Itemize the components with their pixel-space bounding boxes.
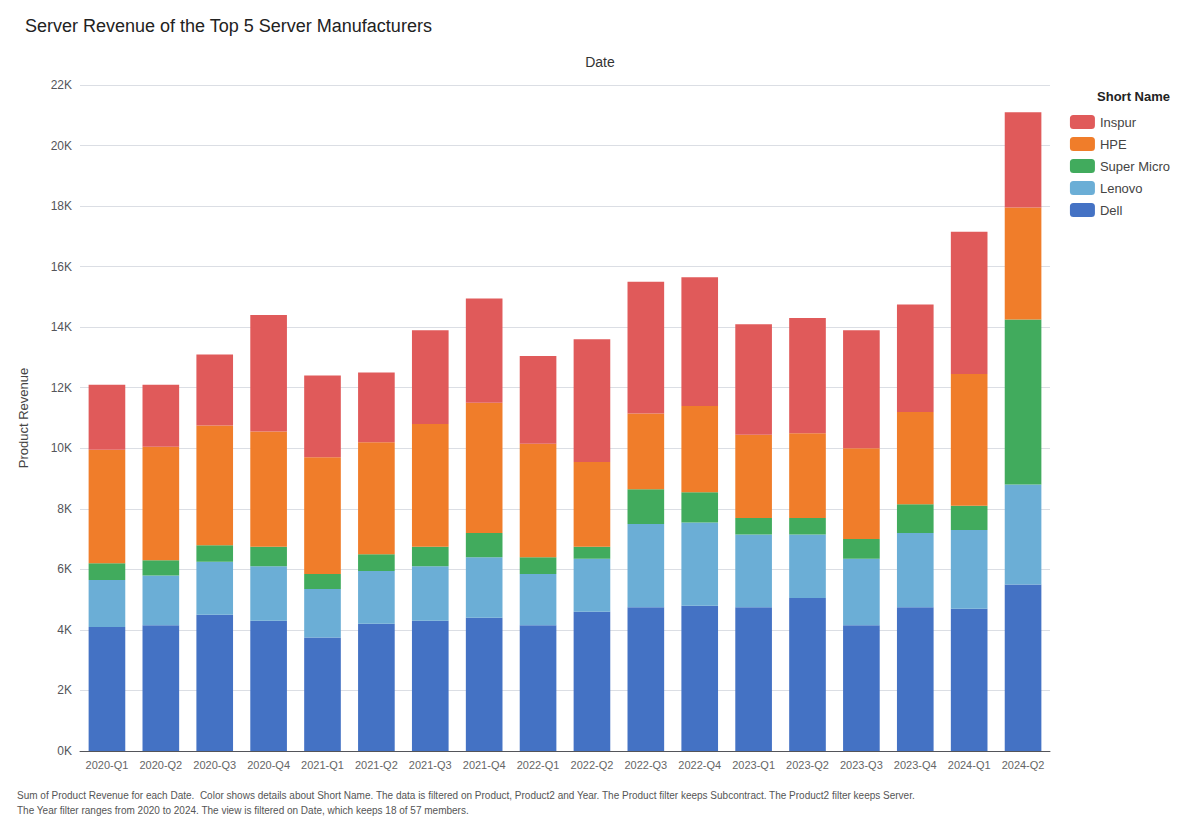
svg-text:2022-Q1: 2022-Q1 [517,759,560,771]
svg-text:2023-Q4: 2023-Q4 [894,759,937,771]
svg-text:2021-Q2: 2021-Q2 [355,759,398,771]
svg-text:4K: 4K [57,623,72,637]
svg-text:2023-Q1: 2023-Q1 [732,759,775,771]
svg-text:20K: 20K [51,139,72,153]
svg-text:Sum of Product Revenue for eac: Sum of Product Revenue for each Date. Co… [17,790,915,801]
svg-text:2022-Q2: 2022-Q2 [571,759,614,771]
svg-text:2022-Q4: 2022-Q4 [678,759,721,771]
svg-text:2020-Q4: 2020-Q4 [247,759,290,771]
svg-text:Super Micro: Super Micro [1100,159,1170,174]
svg-text:18K: 18K [51,199,72,213]
svg-text:Server Revenue of the Top 5 Se: Server Revenue of the Top 5 Server Manuf… [25,16,432,36]
svg-text:2024-Q2: 2024-Q2 [1002,759,1045,771]
svg-text:2022-Q3: 2022-Q3 [624,759,667,771]
svg-text:Date: Date [585,54,615,70]
svg-text:2K: 2K [57,683,72,697]
svg-text:14K: 14K [51,320,72,334]
svg-text:16K: 16K [51,260,72,274]
svg-text:Dell: Dell [1100,203,1123,218]
svg-text:Lenovo: Lenovo [1100,181,1143,196]
svg-text:Inspur: Inspur [1100,115,1137,130]
svg-text:2021-Q1: 2021-Q1 [301,759,344,771]
svg-text:8K: 8K [57,502,72,516]
svg-text:12K: 12K [51,381,72,395]
svg-text:0K: 0K [57,744,72,758]
svg-text:10K: 10K [51,441,72,455]
svg-text:2021-Q3: 2021-Q3 [409,759,452,771]
svg-text:2020-Q1: 2020-Q1 [86,759,129,771]
svg-text:2024-Q1: 2024-Q1 [948,759,991,771]
svg-text:22K: 22K [51,78,72,92]
svg-text:Product Revenue: Product Revenue [16,368,31,468]
svg-text:2023-Q2: 2023-Q2 [786,759,829,771]
svg-text:2023-Q3: 2023-Q3 [840,759,883,771]
svg-text:The Year filter ranges from 20: The Year filter ranges from 2020 to 2024… [17,805,469,816]
svg-text:2020-Q3: 2020-Q3 [193,759,236,771]
svg-text:6K: 6K [57,562,72,576]
svg-text:Short Name: Short Name [1097,89,1170,104]
svg-text:HPE: HPE [1100,137,1127,152]
svg-text:2021-Q4: 2021-Q4 [463,759,506,771]
svg-text:2020-Q2: 2020-Q2 [139,759,182,771]
